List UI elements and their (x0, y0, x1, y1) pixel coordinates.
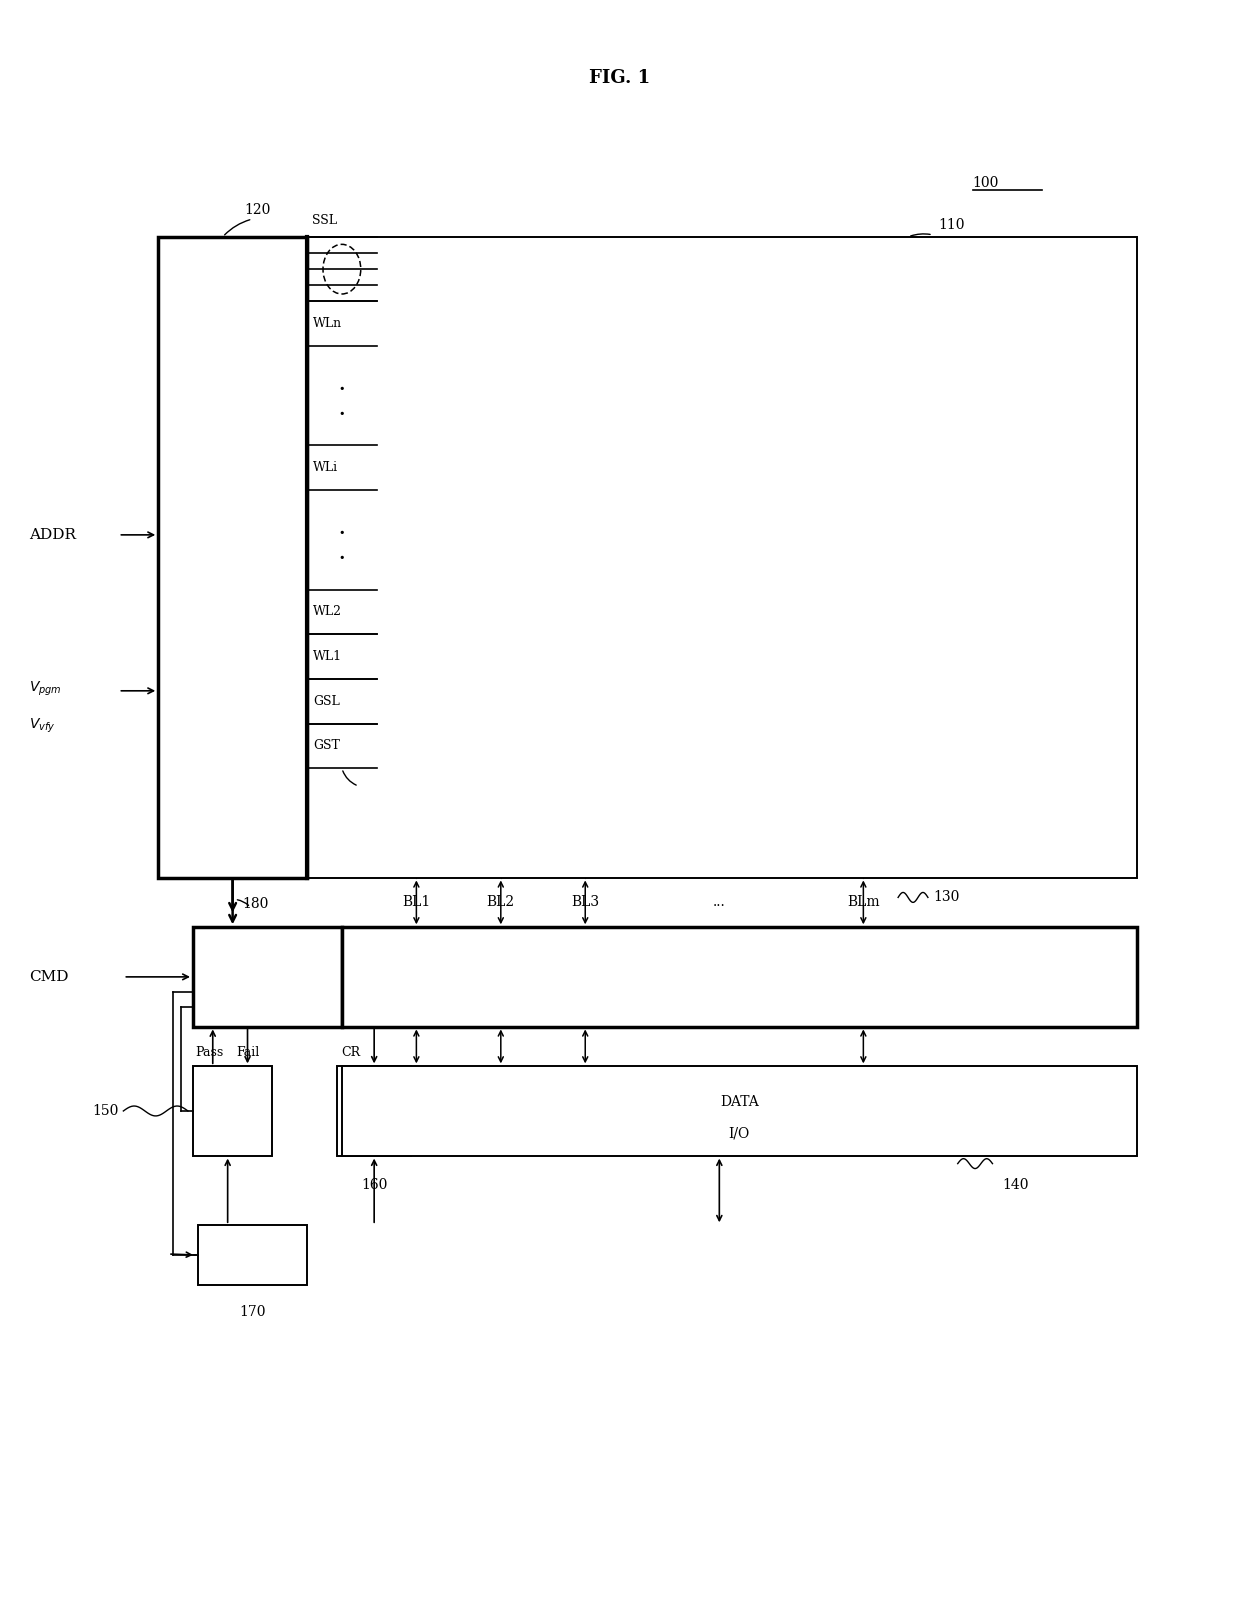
Text: ADDR: ADDR (29, 527, 76, 542)
Bar (193, 1066, 273, 1156)
Text: BL1: BL1 (402, 896, 430, 909)
Text: 140: 140 (1002, 1178, 1029, 1191)
Text: 180: 180 (243, 898, 269, 912)
Text: SSL: SSL (312, 214, 337, 227)
Text: BL3: BL3 (572, 896, 599, 909)
Text: ⋅: ⋅ (337, 404, 346, 427)
Text: WL1: WL1 (312, 651, 342, 664)
Text: BLm: BLm (847, 896, 879, 909)
Text: WLn: WLn (312, 318, 342, 331)
Text: 120: 120 (244, 203, 270, 217)
Bar (337, 1066, 412, 1156)
Text: ⋅: ⋅ (337, 380, 346, 403)
Text: 160: 160 (361, 1178, 387, 1191)
Text: FIG. 1: FIG. 1 (589, 68, 651, 88)
Bar (198, 1225, 308, 1285)
Bar (193, 927, 342, 1026)
Text: CMD: CMD (29, 971, 68, 984)
Text: 100: 100 (972, 177, 999, 190)
Text: WL2: WL2 (312, 605, 342, 618)
Bar (308, 237, 1137, 878)
Text: GSL: GSL (312, 695, 340, 708)
Text: ...: ... (713, 896, 725, 909)
Text: 110: 110 (937, 217, 965, 232)
Text: 130: 130 (932, 891, 960, 904)
Text: WLi: WLi (312, 461, 339, 474)
Bar (342, 927, 1137, 1026)
Text: ⋅: ⋅ (337, 523, 346, 547)
Text: I/O: I/O (729, 1126, 750, 1141)
Bar (342, 1066, 1137, 1156)
Text: BL2: BL2 (487, 896, 515, 909)
Text: Fail: Fail (237, 1047, 260, 1060)
Text: GST: GST (312, 740, 340, 753)
Text: DATA: DATA (719, 1096, 759, 1109)
Text: CR: CR (341, 1047, 360, 1060)
Text: ⋅: ⋅ (337, 549, 346, 571)
Text: $V_{pgm}$: $V_{pgm}$ (29, 680, 62, 698)
Text: Pass: Pass (195, 1047, 223, 1060)
Bar (159, 237, 308, 878)
Text: 170: 170 (239, 1305, 265, 1318)
Text: 150: 150 (92, 1104, 118, 1118)
Text: $V_{vfy}$: $V_{vfy}$ (29, 716, 56, 735)
